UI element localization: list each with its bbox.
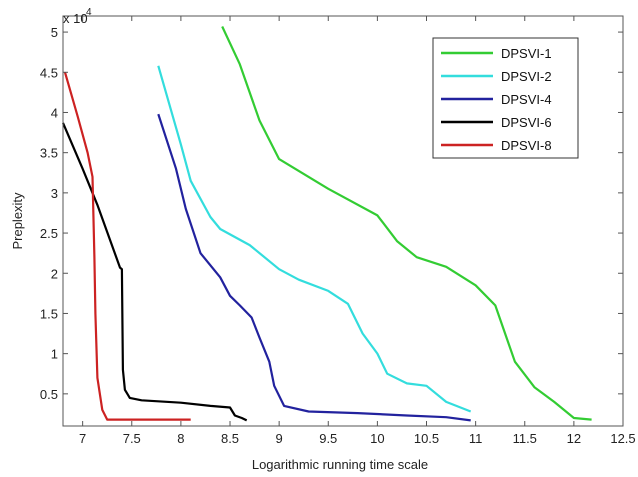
plot-frame — [62, 15, 624, 427]
x-tick-label: 12.5 — [610, 431, 635, 446]
legend-label: DPSVI-6 — [501, 115, 552, 130]
x-axis-title: Logarithmic running time scale — [252, 457, 428, 472]
y-tick-label: 2 — [51, 266, 58, 281]
x-tick-label: 11.5 — [513, 431, 537, 446]
series-line-dpsvi-2 — [157, 65, 472, 413]
x-tick-label: 12 — [567, 431, 581, 446]
x-tick-label: 10.5 — [414, 431, 439, 446]
y-axis-title: Preplexity — [10, 192, 25, 250]
legend: DPSVI-1 DPSVI-2 DPSVI-4 DPSVI-6 DPSVI-8 — [432, 37, 579, 159]
y-tick-label: 1 — [51, 347, 58, 362]
y-tick-label: 4 — [51, 105, 58, 120]
x-tick-label: 11 — [469, 431, 483, 446]
axis-ticks: 7 7.5 8 8.5 9 9.5 10 10.5 11 11.5 12 12.50.511.522.… — [40, 16, 636, 446]
x-tick-label: 8.5 — [221, 431, 239, 446]
series-line-dpsvi-6 — [61, 122, 248, 422]
plot-lines — [61, 26, 592, 422]
series-line-dpsvi-1 — [221, 26, 592, 421]
x-tick-label: 9 — [276, 431, 283, 446]
legend-label: DPSVI-8 — [501, 138, 552, 153]
legend-label: DPSVI-4 — [501, 92, 552, 107]
x-tick-label: 7 — [79, 431, 86, 446]
series-line-dpsvi-8 — [63, 71, 191, 421]
x-tick-label: 9.5 — [319, 431, 337, 446]
series-line-dpsvi-4 — [157, 113, 471, 422]
y-tick-label: 1.5 — [40, 306, 58, 321]
y-tick-label: 0.5 — [40, 387, 58, 402]
legend-label: DPSVI-2 — [501, 69, 552, 84]
x-tick-label: 7.5 — [123, 431, 141, 446]
x-tick-label: 8 — [177, 431, 184, 446]
y-multiplier-label: x 10 — [63, 11, 88, 26]
y-tick-label: 3.5 — [40, 146, 58, 161]
x-tick-label: 10 — [370, 431, 384, 446]
legend-label: DPSVI-1 — [501, 46, 552, 61]
y-tick-label: 4.5 — [40, 65, 58, 80]
y-tick-label: 2.5 — [40, 226, 58, 241]
y-tick-label: 5 — [51, 25, 58, 40]
y-multiplier-exponent: 4 — [86, 7, 92, 18]
y-tick-label: 3 — [51, 186, 58, 201]
